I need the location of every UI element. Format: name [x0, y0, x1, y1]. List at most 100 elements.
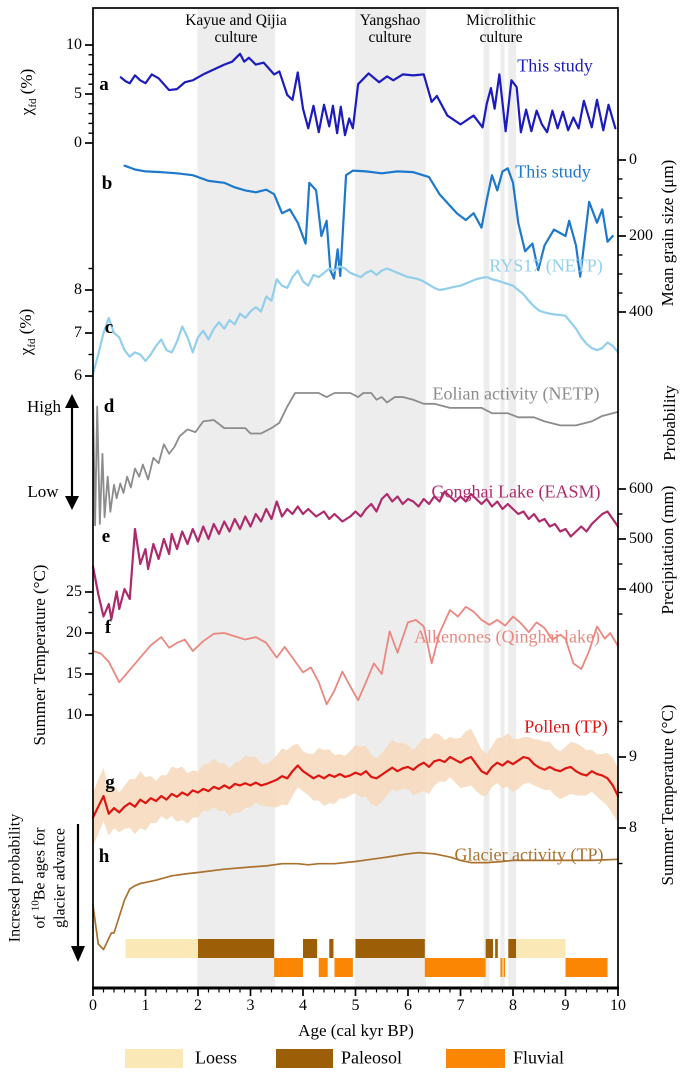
panel-letter-h: h: [98, 846, 110, 867]
strat-bar-fluvial: [334, 958, 353, 977]
tick-label: 600: [629, 480, 653, 497]
curve-b: [123, 164, 614, 280]
strat-bar-paleosol: [495, 939, 498, 958]
tick-label: 25: [66, 583, 82, 600]
curve-h: [92, 851, 619, 951]
strat-bar-paleosol: [485, 939, 494, 958]
culture-label-yangshao: Yangshao culture: [360, 12, 420, 46]
y-axis-title-precipitation: Precipitation (mm): [658, 485, 677, 615]
strat-bar-paleosol: [329, 939, 334, 958]
curve-label-eolian-activity: Eolian activity (NETP): [432, 383, 600, 404]
legend-label-loess: Loess: [195, 1047, 237, 1068]
y-axis-title-probability: Probability: [660, 385, 679, 461]
culture-label-line2: culture: [479, 29, 523, 46]
culture-period-band: [197, 8, 276, 988]
culture-label-line2: culture: [368, 29, 412, 46]
y-axis-title-mean-grain-size: Mean grain size (μm): [658, 159, 677, 307]
strat-bar-paleosol: [198, 939, 275, 958]
pollen-uncertainty-band: [93, 728, 618, 846]
tick-label: 8: [509, 997, 517, 1014]
tick-label: 2: [194, 997, 202, 1014]
high-label: High: [27, 397, 61, 416]
tick-label: 5: [74, 85, 82, 102]
strat-bar-loess: [516, 939, 566, 958]
y-axis-title-chi-fd-a: χfd (%): [16, 68, 40, 116]
strat-bar-paleosol: [303, 939, 318, 958]
panel-letter-f: f: [104, 617, 112, 638]
culture-label-line1: Kayue and Qijia: [185, 12, 287, 29]
curve-g: [91, 755, 620, 819]
curve-e: [91, 490, 620, 621]
tick-label: 9: [629, 748, 637, 765]
strat-bar-fluvial: [565, 958, 608, 977]
tick-label: 3: [246, 997, 255, 1014]
tick-label: 0: [629, 151, 637, 168]
panel-letter-b: b: [101, 173, 113, 194]
tick-label: 200: [629, 227, 653, 244]
h-title-line3: glacier advance: [51, 828, 69, 928]
curve-label-alkenones: Alkenones (Qinghai lake): [414, 626, 600, 647]
y-axis-title-chi-fd-c: χfd (%): [15, 308, 39, 356]
arrow-up-icon: [65, 394, 79, 408]
legend-label-fluvial: Fluvial: [513, 1047, 565, 1068]
y-axis-title-10be-glacier-advance: Incresed probability of 10Be ages for gl…: [5, 814, 70, 942]
strat-bar-paleosol: [508, 939, 517, 958]
curve-label-glacier-activity: Glacier activity (TP): [454, 844, 604, 865]
tick-label: 6: [404, 997, 412, 1014]
tick-label: 8: [74, 281, 82, 298]
y-axis-title-summer-temperature-right: Summer Temperature (°C): [658, 704, 677, 886]
culture-label-line2: culture: [214, 29, 258, 46]
legend-label-paleosol: Paleosol: [341, 1047, 402, 1068]
tick-label: 10: [66, 36, 82, 53]
strat-bar-fluvial: [500, 958, 503, 977]
culture-label-kayue-qijia: Kayue and Qijia culture: [185, 12, 287, 46]
tick-label: 10: [610, 997, 626, 1014]
tick-label: 8: [629, 819, 637, 836]
culture-period-band: [500, 8, 505, 988]
strat-bar-paleosol: [355, 939, 425, 958]
curve-f: [92, 605, 619, 706]
tick-label: 10: [66, 706, 82, 723]
arrow-down-icon: [71, 946, 85, 962]
strat-bar-fluvial: [424, 958, 486, 977]
panel-letter-c: c: [104, 317, 114, 338]
arrow-down-icon: [65, 496, 79, 510]
tick-label: 9: [561, 997, 570, 1014]
tick-label: 400: [629, 580, 653, 597]
culture-label-microlithic: Microlithic culture: [466, 12, 536, 46]
curve-label-pollen: Pollen (TP): [524, 716, 608, 737]
panel-letter-a: a: [99, 74, 109, 95]
tick-label: 4: [299, 997, 307, 1014]
curve-label-gonghai-lake: Gonghai Lake (EASM): [431, 481, 601, 502]
tick-label: 15: [66, 665, 82, 682]
tick-label: 7: [456, 997, 465, 1014]
legend-swatch-loess: [125, 1049, 183, 1068]
curve-a: [119, 52, 617, 137]
strat-bar-fluvial: [503, 958, 506, 977]
tick-label: 0: [89, 997, 97, 1014]
panel-letter-d: d: [103, 396, 115, 417]
strat-bar-fluvial: [274, 958, 303, 977]
legend-swatch-paleosol: [276, 1049, 333, 1068]
tick-label: 0: [74, 134, 82, 151]
tick-label: 400: [629, 303, 653, 320]
tick-label: 6: [74, 367, 82, 384]
tick-label: 20: [66, 624, 82, 641]
x-axis-label: Age (cal kyr BP): [298, 1021, 414, 1040]
culture-label-line1: Yangshao: [359, 12, 421, 29]
h-title-line2: of 10Be ages for: [29, 827, 49, 929]
tick-label: 7: [74, 324, 82, 341]
low-label: Low: [27, 482, 59, 501]
y-axis-title-summer-temperature-left: Summer Temperature (°C): [30, 564, 49, 746]
tick-label: 5: [351, 997, 360, 1014]
curve-label-rys17: RYS17 (NETP): [489, 255, 603, 276]
curve-c: [91, 265, 620, 375]
tick-label: 500: [629, 530, 653, 547]
strat-bar-loess: [125, 939, 198, 958]
legend-swatch-fluvial: [446, 1049, 505, 1068]
culture-label-line1: Microlithic: [466, 12, 536, 29]
curve-label-this-study-a: This study: [517, 55, 593, 76]
culture-period-band: [508, 8, 517, 988]
